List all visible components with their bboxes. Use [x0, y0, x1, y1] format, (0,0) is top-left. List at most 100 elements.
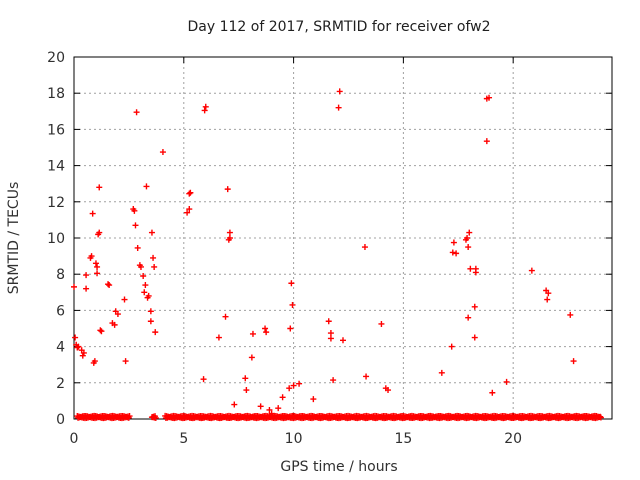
data-point — [151, 263, 158, 270]
data-point — [363, 373, 370, 380]
data-point — [503, 378, 510, 385]
data-point — [472, 265, 479, 272]
x-tick-label: 15 — [394, 431, 412, 447]
y-tick-label: 18 — [47, 86, 65, 102]
data-point — [184, 209, 191, 216]
data-point — [74, 344, 81, 351]
y-axis-label: SRMTID / TECUs — [6, 182, 22, 295]
data-point — [310, 396, 317, 403]
data-point — [71, 283, 77, 290]
data-points — [71, 88, 604, 422]
data-point — [92, 260, 99, 267]
data-point — [330, 377, 337, 384]
x-tick-label: 20 — [504, 431, 522, 447]
data-point — [248, 354, 255, 361]
x-tick-label: 10 — [285, 431, 303, 447]
data-point — [152, 329, 159, 336]
data-point — [131, 207, 138, 214]
data-point — [201, 107, 208, 114]
data-point — [378, 320, 385, 327]
data-point — [145, 292, 152, 299]
data-point — [98, 328, 105, 335]
data-point — [450, 239, 457, 246]
data-point — [528, 267, 535, 274]
data-point — [544, 296, 551, 303]
data-point — [288, 280, 295, 287]
data-point — [335, 104, 342, 111]
data-point — [385, 387, 392, 394]
data-point — [94, 263, 101, 270]
data-point — [340, 337, 346, 344]
data-point — [448, 343, 455, 350]
data-point — [75, 343, 82, 350]
data-point — [287, 325, 294, 332]
data-point — [453, 250, 460, 257]
data-point — [187, 189, 194, 196]
data-point — [286, 385, 293, 392]
data-point — [143, 183, 150, 190]
data-point — [545, 290, 552, 297]
data-point — [96, 184, 103, 191]
y-tick-label: 10 — [47, 231, 65, 247]
data-point — [486, 94, 493, 101]
data-point — [80, 349, 87, 356]
data-point — [159, 149, 166, 156]
data-point — [114, 311, 121, 318]
data-point — [336, 88, 343, 95]
data-point — [597, 413, 604, 420]
data-point — [83, 272, 90, 279]
data-point — [133, 109, 140, 116]
chart-title: Day 112 of 2017, SRMTID for receiver ofw… — [187, 19, 490, 35]
y-tick-label: 16 — [47, 122, 65, 138]
data-point — [224, 186, 231, 193]
data-point — [186, 190, 193, 197]
data-point — [137, 263, 144, 270]
data-point — [257, 403, 264, 410]
data-point — [290, 382, 297, 389]
data-point — [89, 210, 96, 217]
data-point — [147, 318, 154, 325]
data-point — [141, 289, 148, 296]
data-point — [471, 303, 478, 310]
y-tick-label: 2 — [56, 376, 65, 392]
data-point — [570, 358, 577, 365]
y-tick-label: 6 — [56, 303, 65, 319]
data-point — [142, 282, 149, 289]
data-point — [489, 389, 496, 396]
data-point — [597, 414, 604, 421]
data-point — [186, 206, 193, 213]
data-point — [140, 273, 147, 280]
data-point — [249, 330, 256, 337]
data-point — [483, 138, 490, 145]
data-point — [466, 229, 473, 236]
y-tick-label: 20 — [47, 50, 65, 66]
data-point — [226, 229, 233, 236]
data-point — [361, 244, 368, 251]
axis-ticks: 0 2 4 6 8 10 12 14 16 18 20 0 5 10 15 20 — [47, 50, 612, 447]
data-point — [449, 249, 456, 256]
data-point — [471, 334, 478, 341]
data-point — [148, 229, 155, 236]
data-point — [202, 103, 209, 110]
data-point — [91, 358, 98, 365]
x-tick-label: 5 — [179, 431, 188, 447]
data-point — [296, 380, 303, 387]
data-point — [222, 313, 229, 320]
x-axis-label: GPS time / hours — [280, 459, 397, 475]
y-tick-label: 4 — [56, 340, 65, 356]
data-point — [226, 235, 233, 241]
data-point — [438, 369, 445, 376]
data-point — [88, 253, 95, 260]
grid-lines — [74, 57, 612, 419]
y-tick-label: 8 — [56, 267, 65, 283]
data-point — [94, 270, 101, 277]
data-point — [266, 406, 273, 413]
x-tick-label: 0 — [70, 431, 79, 447]
data-point — [132, 222, 139, 229]
data-point — [289, 301, 296, 308]
data-point — [263, 329, 270, 336]
data-point — [72, 334, 79, 341]
data-point — [105, 281, 112, 288]
data-point — [200, 376, 207, 383]
